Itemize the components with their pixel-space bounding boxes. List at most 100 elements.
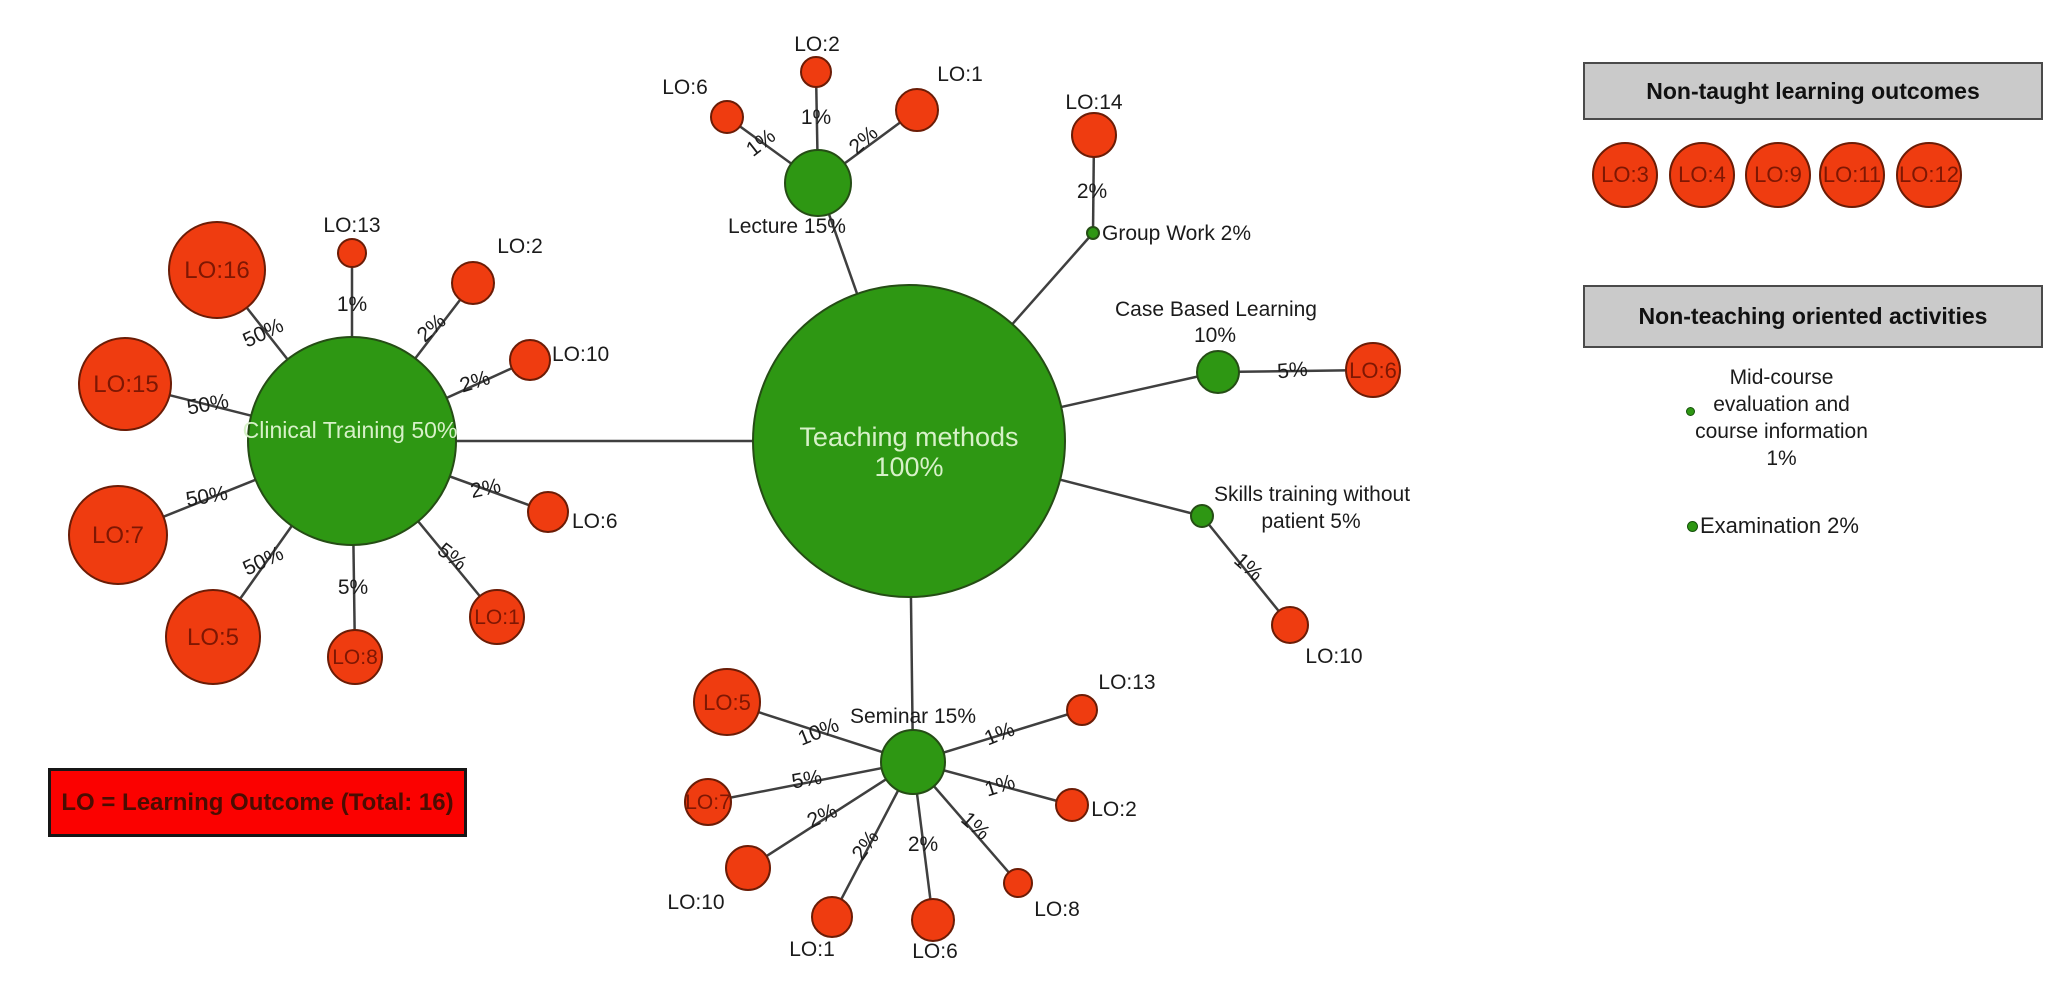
label-ct-lo16-label: LO:16	[184, 257, 249, 284]
label-group-work-title: Group Work 2%	[1102, 222, 1251, 245]
midcourse-line-2: evaluation and	[1713, 393, 1850, 416]
node-skills-training	[1190, 504, 1214, 528]
midcourse-dot-icon	[1686, 407, 1695, 416]
label-sem-lo1-label: LO:1	[789, 938, 835, 961]
non-taught-lo3-circle: LO:3	[1592, 142, 1658, 208]
label-ct-lo8-pct: 5%	[338, 576, 368, 599]
lo-legend-box: LO = Learning Outcome (Total: 16)	[48, 768, 467, 837]
non-teaching-header: Non-teaching oriented activities	[1583, 285, 2043, 348]
label-ct-lo10-pct: 2%	[457, 366, 493, 397]
non-taught-lo4-circle: LO:4	[1669, 142, 1735, 208]
label-ct-lo1-label: LO:1	[474, 606, 520, 629]
node-group-work	[1086, 226, 1100, 240]
label-ct-lo6-pct: 2%	[468, 474, 502, 503]
label-ct-lo6-label: LO:6	[572, 510, 618, 533]
node-ct-lo1	[469, 589, 525, 645]
node-lecture	[784, 149, 852, 217]
node-clinical-training	[247, 336, 457, 546]
node-sk-lo10	[1271, 606, 1309, 644]
label-sem-lo13-pct: 1%	[981, 718, 1018, 751]
label-lec-lo2-label: LO:2	[794, 33, 840, 56]
label-ct-lo13-label: LO:13	[323, 214, 380, 237]
edge-skills-training-sk-lo10	[1201, 515, 1291, 626]
non-taught-lo11-circle: LO:11	[1819, 142, 1885, 208]
label-sem-lo6-pct: 2%	[908, 833, 938, 856]
midcourse-text: Mid-course evaluation and course informa…	[1659, 364, 1904, 472]
label-cbl-lo6-label: LO:6	[1349, 358, 1397, 383]
label-sem-lo8-pct: 1%	[956, 807, 994, 844]
label-ct-lo7-pct: 50%	[184, 482, 229, 512]
label-gw-lo14-pct: 2%	[1077, 180, 1107, 203]
node-sem-lo7	[684, 778, 732, 826]
label-sem-lo5-label: LO:5	[703, 690, 751, 715]
label-ct-lo10-label: LO:10	[552, 343, 609, 366]
label-lec-lo1-pct: 2%	[845, 121, 883, 158]
label-lec-lo6-label: LO:6	[662, 76, 708, 99]
node-ct-lo8	[327, 629, 383, 685]
label-ct-lo2-pct: 2%	[413, 309, 451, 346]
label-ct-lo8-label: LO:8	[332, 646, 378, 669]
label-teaching-methods-title: Teaching methods	[799, 422, 1018, 452]
label-cbl-lo6-pct: 5%	[1276, 358, 1308, 384]
label-ct-lo2-label: LO:2	[497, 235, 543, 258]
label-sem-lo7-label: LO:7	[685, 791, 731, 814]
label-sem-lo5-pct: 10%	[795, 713, 843, 750]
label-skills-title-1: Skills training without	[1214, 483, 1410, 506]
node-sem-lo10	[725, 845, 771, 891]
node-lec-lo2	[800, 56, 832, 88]
label-sem-lo2-pct: 1%	[982, 770, 1018, 801]
label-sem-lo7-pct: 5%	[790, 766, 824, 794]
non-taught-lo9-circle: LO:9	[1745, 142, 1811, 208]
label-ct-lo7-label: LO:7	[92, 522, 144, 549]
examination-label: Examination 2%	[1700, 513, 1859, 538]
node-ct-lo7	[68, 485, 168, 585]
non-taught-header: Non-taught learning outcomes	[1583, 62, 2043, 120]
node-teaching-methods	[752, 284, 1066, 598]
label-ct-lo13-pct: 1%	[337, 293, 367, 316]
label-ct-lo5-pct: 50%	[239, 542, 287, 581]
label-cbl-title: Case Based Learning	[1115, 298, 1317, 321]
label-seminar-title: Seminar 15%	[850, 705, 976, 728]
label-sem-lo13-label: LO:13	[1098, 671, 1155, 694]
node-cbl-lo6	[1345, 342, 1401, 398]
node-ct-lo10	[509, 339, 551, 381]
node-sem-lo2	[1055, 788, 1089, 822]
label-ct-lo15-label: LO:15	[93, 371, 158, 398]
label-skills-title-2: patient 5%	[1261, 510, 1360, 533]
non-taught-lo12-circle: LO:12	[1896, 142, 1962, 208]
node-lec-lo6	[710, 100, 744, 134]
label-ct-lo5-label: LO:5	[187, 624, 239, 651]
label-ct-lo15-pct: 50%	[185, 390, 230, 420]
label-sem-lo8-label: LO:8	[1034, 898, 1080, 921]
edge-seminar-sem-lo7	[707, 760, 914, 804]
label-lec-lo2-pct: 1%	[801, 106, 831, 129]
label-sem-lo1-pct: 2%	[848, 826, 884, 864]
label-gw-lo14-label: LO:14	[1065, 91, 1123, 114]
node-ct-lo2	[451, 261, 495, 305]
node-lec-lo1	[895, 88, 939, 132]
label-sk-lo10-pct: 1%	[1229, 548, 1267, 585]
node-ct-lo13	[337, 238, 367, 268]
node-ct-lo6	[527, 491, 569, 533]
midcourse-line-4: 1%	[1766, 447, 1797, 470]
label-lecture-title: Lecture 15%	[728, 215, 846, 238]
node-sem-lo13	[1066, 694, 1098, 726]
node-sem-lo5	[693, 668, 761, 736]
node-ct-lo5	[165, 589, 261, 685]
label-ct-lo16-pct: 50%	[239, 314, 287, 353]
label-teaching-methods-pct: 100%	[874, 452, 943, 482]
label-lec-lo1-label: LO:1	[937, 63, 983, 86]
label-ct-lo1-pct: 5%	[433, 538, 471, 575]
label-sem-lo2-label: LO:2	[1091, 798, 1137, 821]
node-ct-lo15	[78, 337, 172, 431]
node-sem-lo1	[811, 896, 853, 938]
label-cbl-pct: 10%	[1194, 324, 1236, 347]
label-sk-lo10-label: LO:10	[1305, 645, 1362, 668]
label-lec-lo6-pct: 1%	[742, 124, 780, 161]
node-gw-lo14	[1071, 112, 1117, 158]
examination-dot-icon	[1687, 521, 1698, 532]
midcourse-line-3: course information	[1695, 420, 1868, 443]
node-seminar	[880, 729, 946, 795]
